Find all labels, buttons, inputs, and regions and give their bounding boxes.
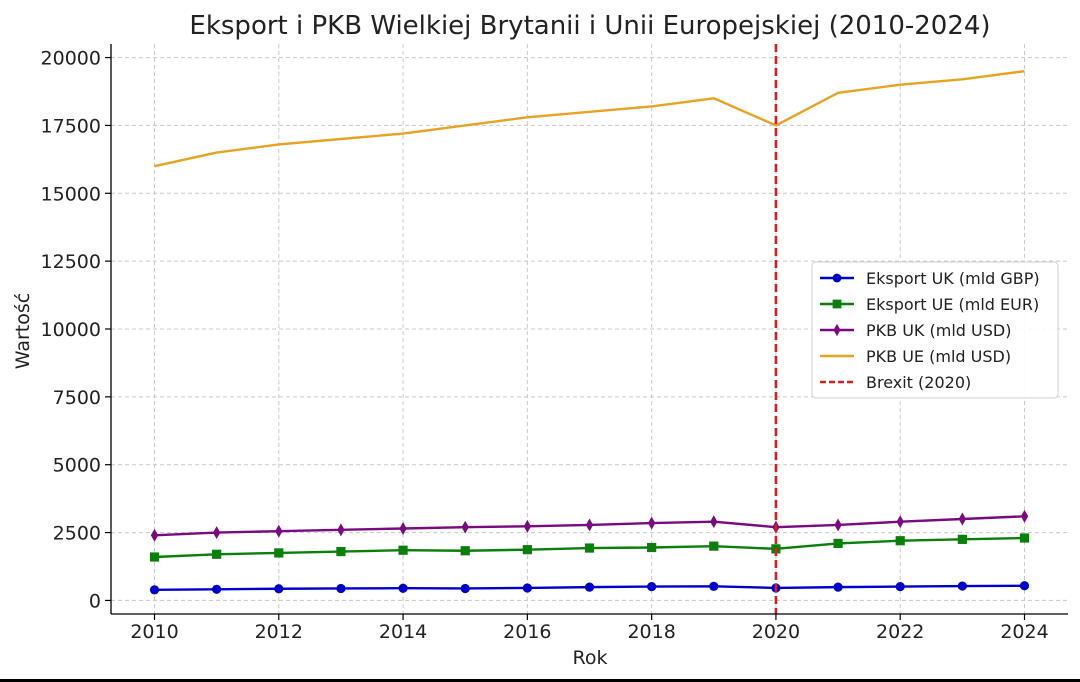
legend-label: PKB UE (mld USD) <box>866 347 1011 366</box>
data-point <box>1020 509 1029 523</box>
axes: 2010 2012 2014 2016 2018 2020 2022 2024 0 2500 500… <box>41 44 1068 643</box>
x-tick-label: 2022 <box>876 621 924 643</box>
data-point <box>958 512 967 526</box>
x-tick-label: 2020 <box>752 621 800 643</box>
y-tick-label: 7500 <box>53 387 101 409</box>
x-tick-label: 2016 <box>503 621 551 643</box>
series-4 <box>154 69 1025 168</box>
x-tick-label: 2018 <box>627 621 675 643</box>
series-1 <box>149 581 1030 595</box>
legend-label: PKB UK (mld USD) <box>866 321 1011 340</box>
legend: Eksport UK (mld GBP) Eksport UE (mld EUR)… <box>811 261 1059 399</box>
data-point <box>149 552 160 562</box>
plot-lines <box>149 44 1030 614</box>
grid <box>111 44 1068 614</box>
data-point <box>460 546 470 556</box>
y-tick-label: 20000 <box>41 48 101 70</box>
data-point <box>399 522 407 535</box>
data-point <box>957 581 967 591</box>
data-point <box>833 582 843 592</box>
y-tick-label: 17500 <box>41 115 101 137</box>
series-3 <box>150 509 1029 542</box>
data-point <box>461 520 469 534</box>
data-point <box>584 543 595 553</box>
bottom-border <box>0 679 1080 682</box>
legend-label: Brexit (2020) <box>866 373 971 392</box>
legend-marker <box>832 299 842 309</box>
data-point <box>336 546 346 557</box>
legend-marker <box>832 273 842 283</box>
x-tick-label: 2014 <box>379 621 427 643</box>
legend-item: Brexit (2020) <box>820 373 971 392</box>
data-point <box>212 549 222 559</box>
legend-box <box>811 261 1059 399</box>
data-point <box>274 548 284 558</box>
legend-label: Eksport UK (mld GBP) <box>866 269 1040 288</box>
legend-item: Eksport UE (mld EUR) <box>820 295 1039 314</box>
y-tick-label: 0 <box>89 590 101 612</box>
data-point <box>895 581 905 592</box>
data-point <box>398 583 408 593</box>
legend-marker <box>833 323 841 337</box>
data-point <box>275 524 283 538</box>
y-tick-label: 5000 <box>53 455 101 477</box>
data-point <box>1019 581 1030 591</box>
data-point <box>337 523 345 537</box>
data-point <box>584 582 595 592</box>
legend-label: Eksport UE (mld EUR) <box>866 295 1039 314</box>
legend-item: PKB UK (mld USD) <box>820 321 1011 340</box>
data-point <box>523 519 532 533</box>
y-tick-label: 12500 <box>41 251 101 273</box>
series-line <box>154 69 1025 168</box>
data-point <box>709 581 719 591</box>
data-point <box>522 583 532 593</box>
data-point <box>522 545 532 555</box>
data-point <box>1019 533 1030 543</box>
data-point <box>710 515 718 529</box>
data-point <box>647 542 657 553</box>
data-point <box>647 581 657 592</box>
data-point <box>834 518 842 532</box>
data-point <box>150 528 159 542</box>
data-point <box>336 583 346 594</box>
legend-item: PKB UE (mld USD) <box>820 347 1011 366</box>
data-point <box>647 516 656 530</box>
x-axis-label: Rok <box>573 647 608 669</box>
data-point <box>585 518 594 532</box>
x-tick-label: 2010 <box>130 621 178 643</box>
data-point <box>274 584 284 594</box>
series-2 <box>149 533 1030 562</box>
data-point <box>896 515 904 529</box>
x-tick-label: 2012 <box>255 621 303 643</box>
data-point <box>149 585 160 595</box>
data-point <box>212 584 222 594</box>
y-tick-label: 2500 <box>53 523 101 545</box>
y-axis-label: Wartość <box>12 293 34 369</box>
data-point <box>460 583 470 594</box>
legend-item: Eksport UK (mld GBP) <box>820 269 1040 288</box>
x-tick-label: 2024 <box>1000 621 1048 643</box>
y-tick-label: 15000 <box>41 183 101 205</box>
data-point <box>957 534 967 544</box>
data-point <box>709 541 719 551</box>
data-point <box>398 545 408 555</box>
data-point <box>833 538 843 549</box>
y-tick-label: 10000 <box>41 319 101 341</box>
data-point <box>212 526 221 540</box>
data-point <box>895 536 905 546</box>
chart-title: Eksport i PKB Wielkiej Brytanii i Unii E… <box>189 11 990 41</box>
